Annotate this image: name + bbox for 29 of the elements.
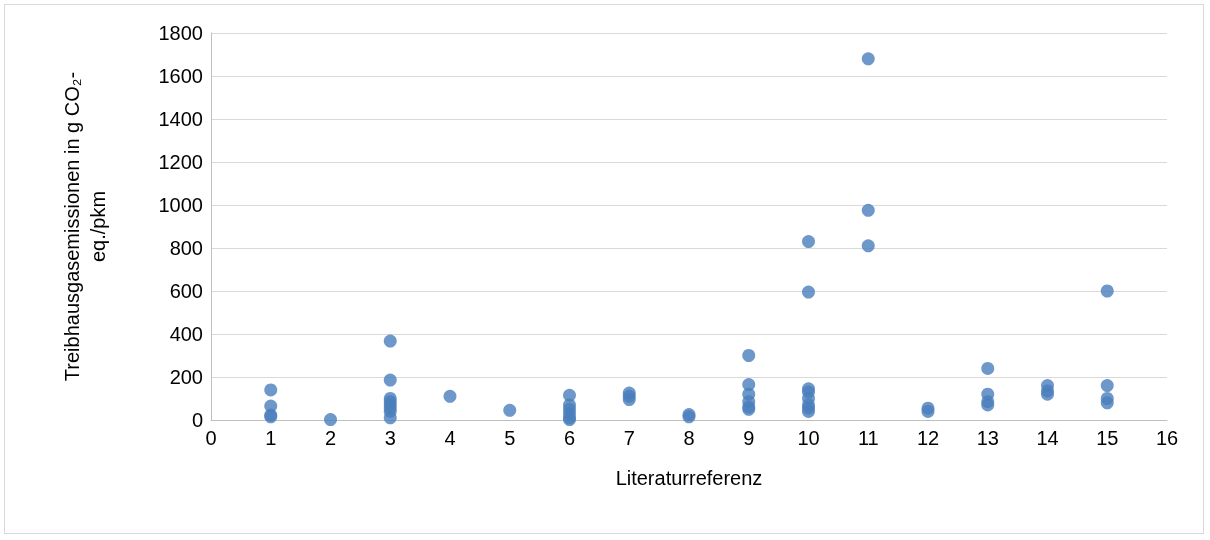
x-axis-title: Literaturreferenz [615,467,763,489]
x-tick-label: 4 [444,427,456,449]
x-tick-label: 14 [1036,427,1059,449]
x-tick-label: 16 [1155,427,1179,449]
y-tick-label: 1800 [158,22,203,44]
x-tick-label: 3 [384,427,396,449]
x-tick-label: 10 [797,427,820,449]
x-tick-label: 5 [504,427,516,449]
x-tick-label: 1 [265,427,277,449]
x-tick-label: 7 [623,427,635,449]
x-tick-label: 9 [743,427,755,449]
x-tick-label: 0 [205,427,217,449]
x-tick-label: 13 [976,427,999,449]
x-tick-label: 2 [324,427,337,449]
y-tick-label: 800 [169,237,203,259]
y-tick-label: 600 [169,280,203,302]
y-tick-label: 1200 [158,151,203,173]
x-tick-label: 12 [916,427,940,449]
y-tick-label: 1000 [158,194,203,216]
y-tick-label: 1600 [158,65,203,87]
x-tick-label: 11 [857,427,879,449]
y-tick-label: 1400 [158,108,203,130]
x-tick-label: 8 [683,427,695,449]
y-tick-label: 200 [169,366,203,388]
y-tick-label: 0 [191,409,203,431]
x-tick-label: 6 [563,427,576,449]
x-tick-label: 15 [1096,427,1119,449]
y-axis-title: Treibhausgasemissionen in g CO₂-eq./pkm [61,71,109,382]
y-tick-label: 400 [169,323,203,345]
